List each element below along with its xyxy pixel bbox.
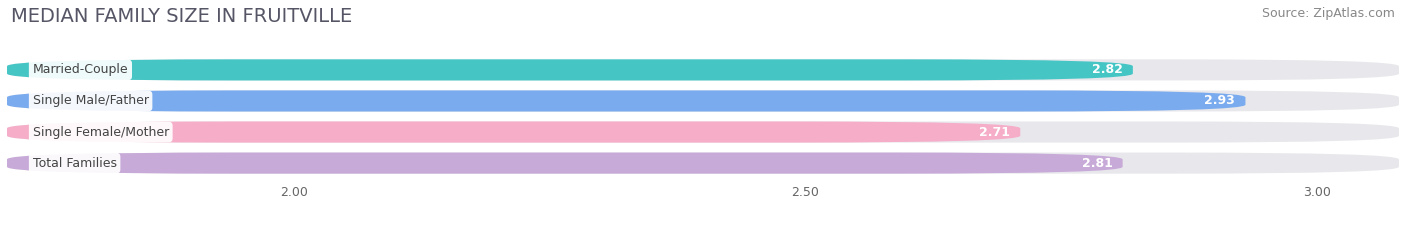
FancyBboxPatch shape (7, 153, 1399, 174)
Text: 2.93: 2.93 (1205, 94, 1236, 107)
FancyBboxPatch shape (7, 90, 1399, 112)
FancyBboxPatch shape (7, 59, 1133, 80)
Text: 2.82: 2.82 (1091, 63, 1122, 76)
Text: Single Male/Father: Single Male/Father (32, 94, 149, 107)
Text: Source: ZipAtlas.com: Source: ZipAtlas.com (1261, 7, 1395, 20)
Text: MEDIAN FAMILY SIZE IN FRUITVILLE: MEDIAN FAMILY SIZE IN FRUITVILLE (11, 7, 353, 26)
Text: Total Families: Total Families (32, 157, 117, 170)
FancyBboxPatch shape (7, 153, 1122, 174)
Text: Married-Couple: Married-Couple (32, 63, 128, 76)
FancyBboxPatch shape (7, 121, 1399, 143)
FancyBboxPatch shape (7, 59, 1399, 80)
Text: 2.81: 2.81 (1081, 157, 1112, 170)
FancyBboxPatch shape (7, 90, 1246, 112)
Text: 2.71: 2.71 (979, 126, 1010, 139)
Text: Single Female/Mother: Single Female/Mother (32, 126, 169, 139)
FancyBboxPatch shape (7, 121, 1021, 143)
